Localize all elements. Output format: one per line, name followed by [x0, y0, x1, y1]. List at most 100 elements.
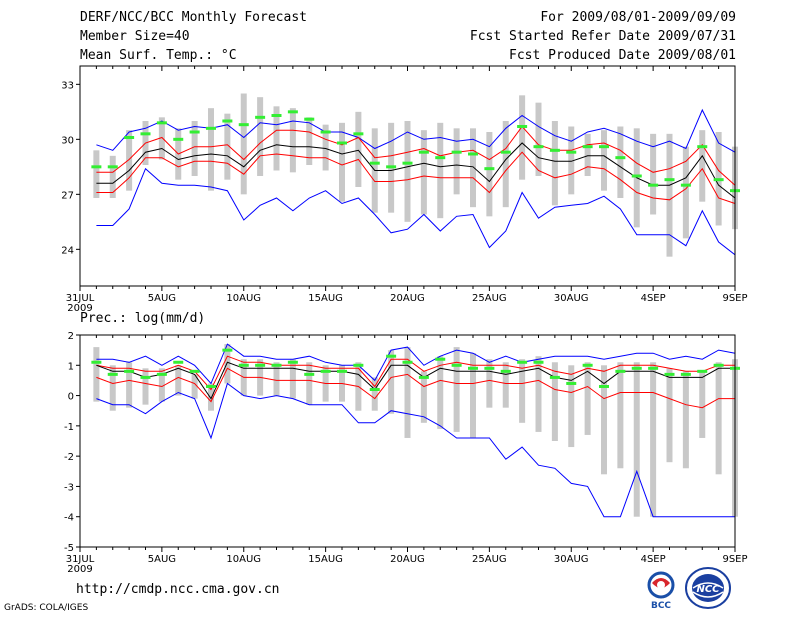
temp-range-bar: [519, 95, 526, 180]
temp-xtick-label: 10AUG: [226, 293, 261, 304]
temp-range-bar: [289, 108, 296, 173]
temp-range-bar: [339, 122, 345, 202]
temp-ytick-label: 24: [61, 245, 74, 256]
temp-range-bar: [486, 132, 493, 217]
prec-xtick-label: 4SEP: [641, 554, 666, 565]
temp-range-bar: [666, 133, 673, 257]
prec-ytick-label: 1: [68, 361, 74, 372]
temp-xtick-label: 30AUG: [554, 293, 589, 304]
precipitation-label: Prec.: log(mm/d): [80, 311, 206, 326]
prec-xtick-label: 9SEP: [722, 554, 747, 565]
temp-range-bar: [584, 133, 591, 176]
prec-range-bar: [404, 347, 411, 438]
member-size: Member Size=40: [80, 29, 190, 44]
temp-lower-line: [96, 151, 736, 204]
prec-range-bar: [453, 347, 460, 432]
ncc-logo: NCC: [685, 567, 731, 609]
temp-range-bar: [551, 121, 558, 206]
prec-mean-line: [96, 361, 735, 400]
prec-range-bar: [273, 362, 280, 396]
prec-range-bar: [109, 365, 116, 411]
prec-range-bar: [470, 353, 476, 438]
ncc-logo-text: NCC: [696, 584, 720, 595]
prec-range-bar: [617, 362, 624, 469]
prec-max-line: [96, 343, 736, 385]
start-date: Fcst Started Refer Date 2009/07/31: [469, 29, 736, 44]
temp-max-line: [96, 108, 736, 153]
temp-range-bar: [535, 102, 542, 176]
temp-range-bar: [617, 126, 624, 198]
prec-range-bar: [175, 365, 182, 396]
temp-range-bar: [404, 121, 411, 222]
temp-range-bar: [502, 121, 509, 208]
temp-xtick-label: 31JUL: [66, 293, 95, 304]
prec-range-bar: [142, 368, 149, 405]
prec-range-bar: [666, 368, 673, 463]
prec-range-bar: [715, 362, 722, 475]
temp-range-bar: [650, 133, 657, 215]
temp-xtick-label: 15AUG: [308, 293, 343, 304]
temp-mean-line: [96, 142, 736, 199]
prec-xtick-label: 20AUG: [390, 554, 425, 565]
prec-xtick-label: 15AUG: [308, 554, 343, 565]
prec-range-bar: [682, 371, 689, 469]
prec-range-bar: [486, 359, 493, 408]
temp-range-bar: [273, 106, 280, 171]
temp-range-bar: [699, 130, 706, 202]
prec-range-bar: [584, 362, 591, 435]
temp-range-bar: [453, 128, 460, 195]
temp-xtick-label: 9SEP: [722, 293, 747, 304]
prec-range-bar: [437, 356, 444, 429]
prec-range-bar: [420, 371, 427, 423]
temp-range-bar: [355, 111, 362, 187]
temp-ytick-label: 30: [61, 135, 74, 146]
temp-range-bar: [437, 122, 444, 219]
temp-range-bar: [601, 130, 607, 191]
temp-xtick-label: 20AUG: [390, 293, 425, 304]
prec-upper-line: [96, 355, 735, 391]
temp-min-line: [96, 167, 736, 256]
temp-range-bar: [420, 130, 427, 215]
prec-xtick-label: 10AUG: [226, 554, 261, 565]
temp-ytick-label: 33: [61, 80, 74, 91]
temp-xtick-sublabel: 2009: [67, 303, 92, 314]
temp-upper-line: [96, 125, 736, 186]
temp-xtick-label: 25AUG: [472, 293, 507, 304]
temperature-label: Mean Surf. Temp.: °C: [80, 48, 237, 63]
temp-ytick-label: 27: [61, 190, 74, 201]
prec-ytick-label: 2: [68, 331, 74, 342]
prec-range-bar: [650, 362, 657, 517]
temp-range-bar: [470, 128, 476, 208]
bcc-logo: BCC: [647, 571, 675, 610]
prec-xtick-label: 31JUL: [66, 554, 95, 565]
temp-range-bar: [306, 117, 313, 165]
website-url[interactable]: http://cmdp.ncc.cma.gov.cn: [76, 582, 280, 597]
prec-range-bar: [568, 365, 575, 448]
temp-range-bar: [568, 126, 575, 195]
prec-xtick-label: 5AUG: [148, 554, 176, 565]
temp-range-bar: [224, 113, 231, 180]
prec-range-bar: [191, 374, 198, 399]
prec-range-bar: [93, 347, 100, 402]
temp-range-bar: [109, 155, 116, 198]
prec-range-bar: [126, 362, 133, 408]
prec-ytick-label: -3: [64, 482, 74, 493]
prec-range-bar: [551, 362, 558, 441]
prec-range-bar: [224, 344, 231, 384]
temp-xtick-label: 5AUG: [148, 293, 176, 304]
prec-range-bar: [388, 350, 395, 414]
prec-range-bar: [306, 362, 313, 405]
prec-xtick-sublabel: 2009: [67, 564, 92, 575]
temp-range-bar: [208, 108, 214, 191]
prec-xtick-label: 30AUG: [554, 554, 589, 565]
prec-range-bar: [371, 377, 378, 411]
chart-title: DERF/NCC/BCC Monthly Forecast: [80, 10, 307, 25]
temp-range-bar: [126, 130, 133, 191]
temp-xtick-label: 4SEP: [641, 293, 666, 304]
prec-ytick-label: -2: [64, 452, 74, 463]
grads-credit: GrADS: COLA/IGES: [4, 603, 89, 613]
temp-range-bar: [93, 150, 100, 198]
